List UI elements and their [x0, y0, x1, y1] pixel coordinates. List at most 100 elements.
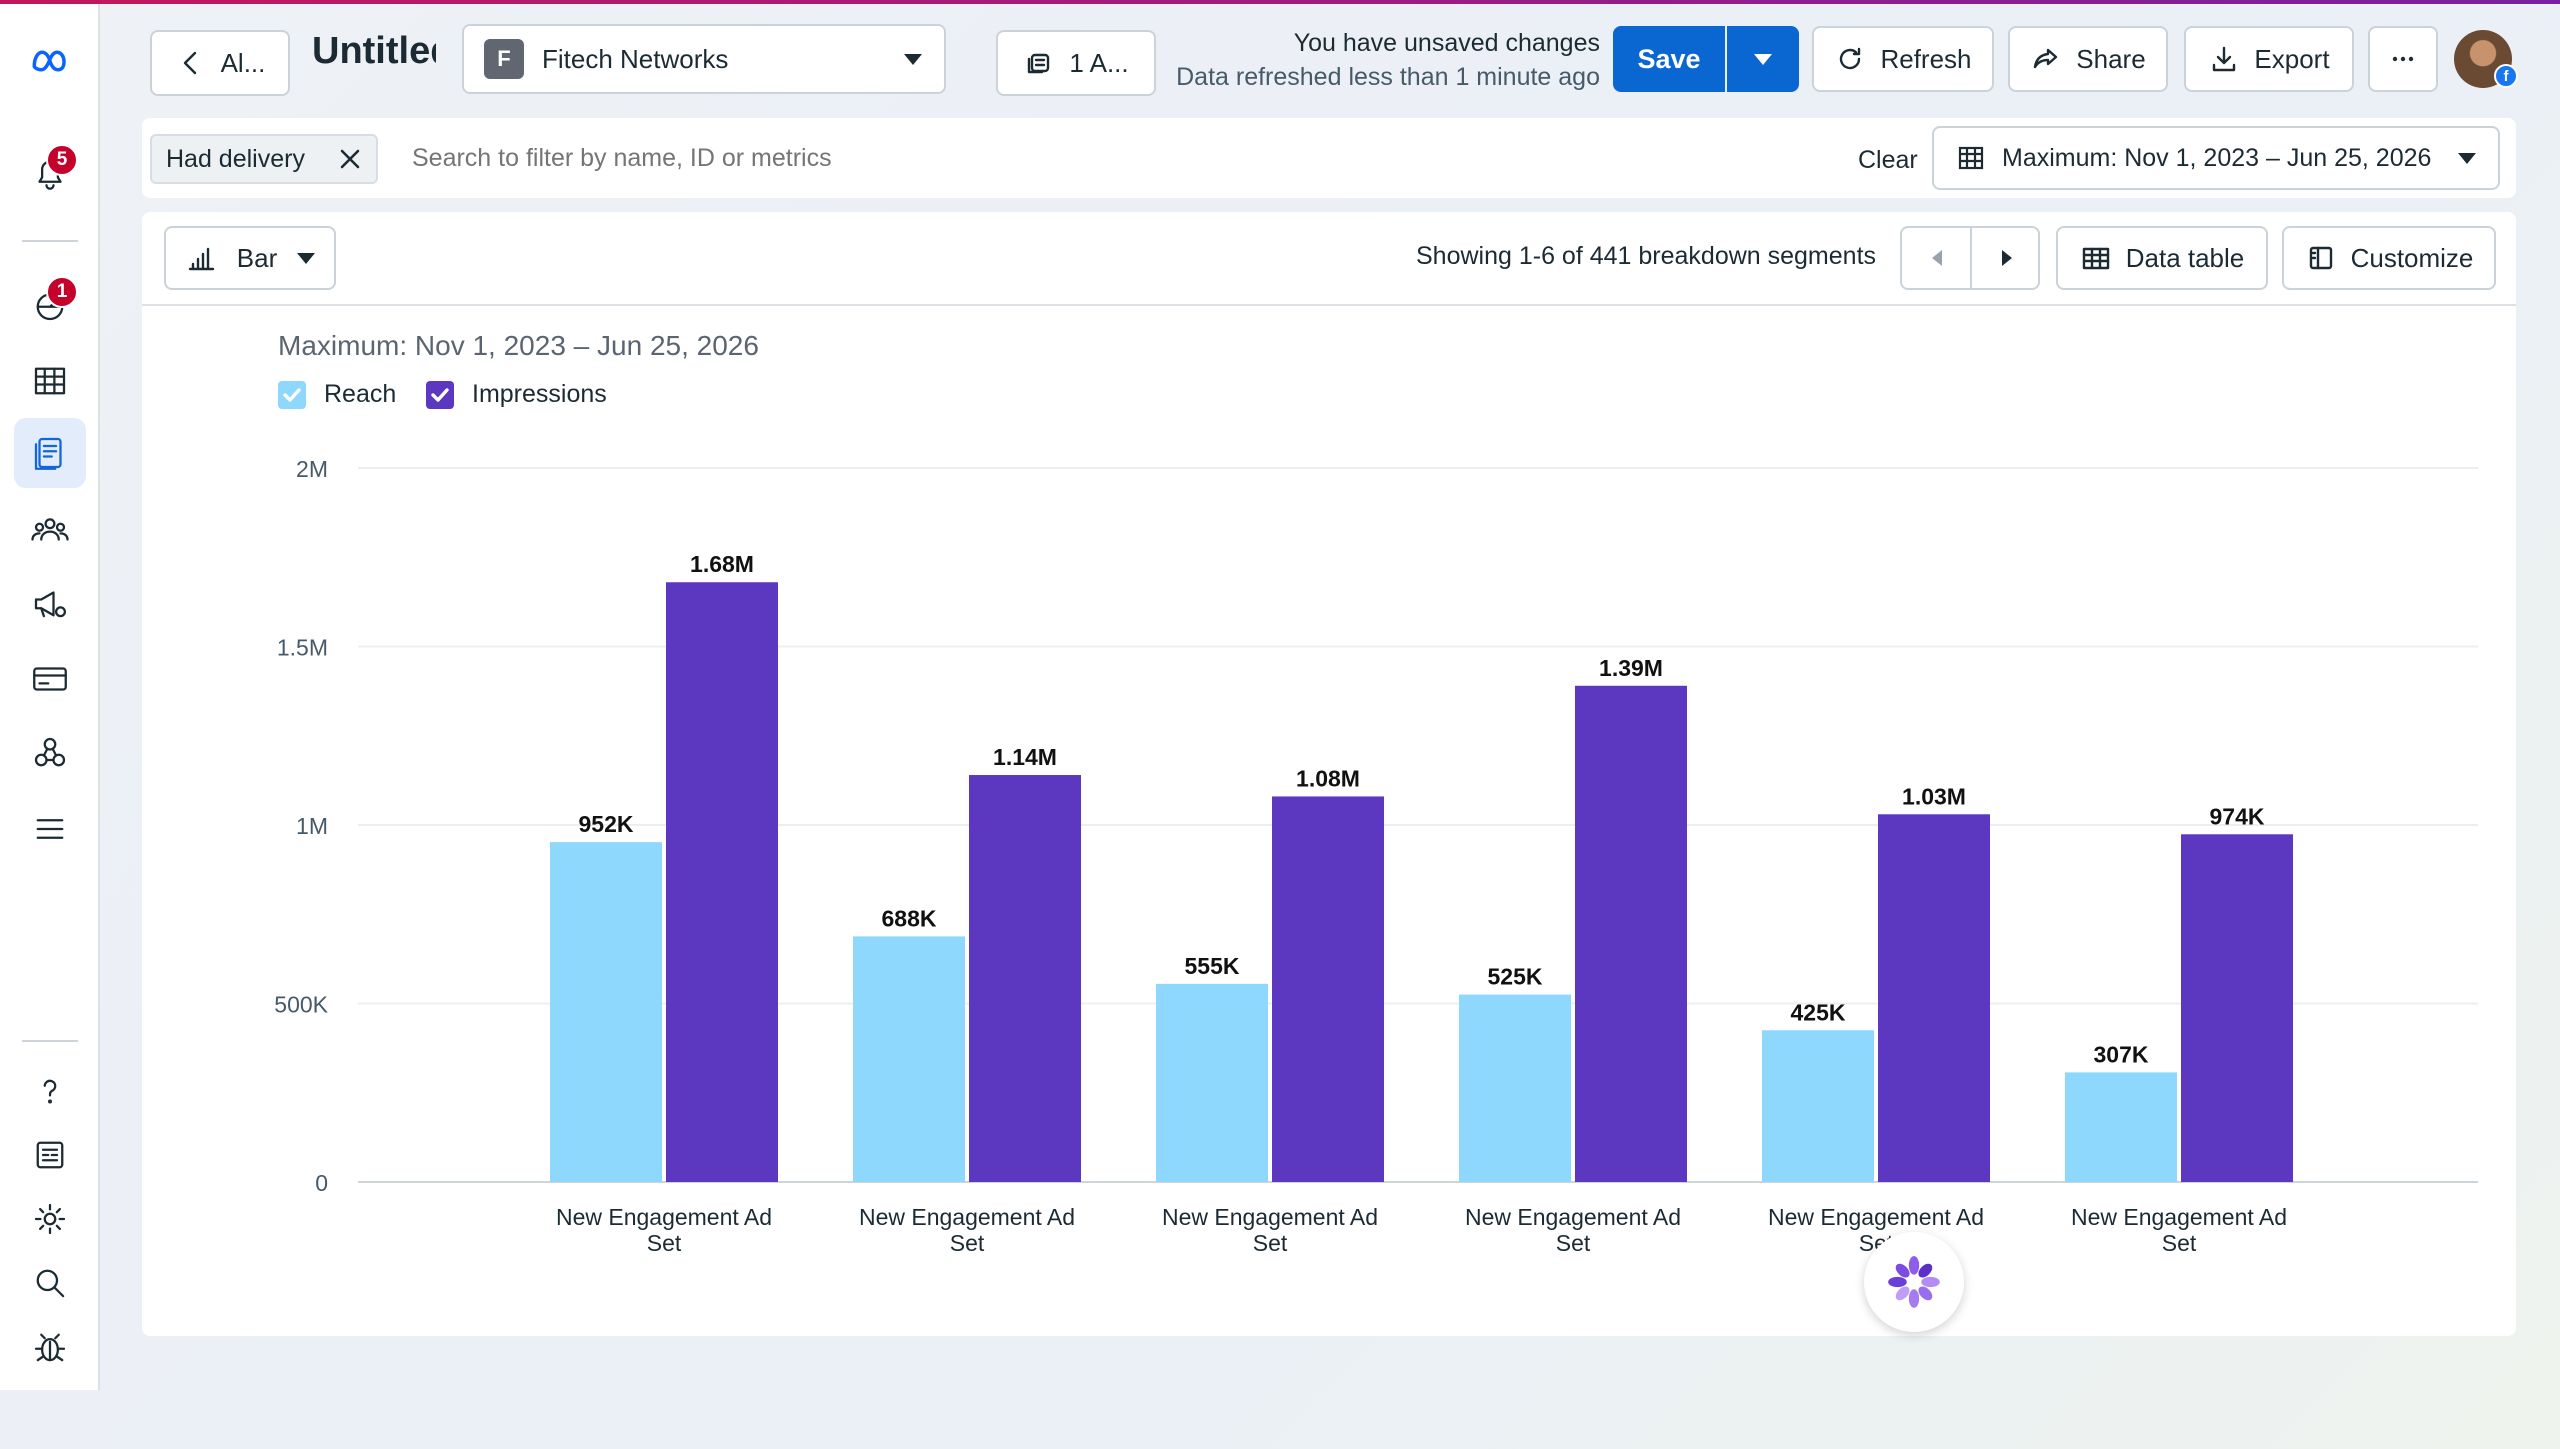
audiences-icon[interactable] — [14, 494, 86, 564]
share-icon — [2034, 48, 2058, 69]
facebook-badge-icon: f — [2494, 64, 2518, 88]
table-icon[interactable] — [14, 346, 86, 416]
x-tick-label: Set — [1253, 1230, 1288, 1256]
x-tick-label: New Engagement Ad — [2071, 1204, 2287, 1230]
checkbox-checked-icon[interactable] — [278, 380, 306, 409]
y-tick-label: 1.5M — [277, 635, 328, 661]
data-label: 1.68M — [690, 551, 754, 577]
date-range-label: Maximum: Nov 1, 2023 – Jun 25, 2026 — [2002, 143, 2432, 172]
pager-divider — [1970, 228, 1972, 288]
legend-item-reach[interactable]: Reach — [278, 380, 396, 409]
bar-impressions — [666, 582, 778, 1182]
x-tick-label: Set — [1556, 1230, 1591, 1256]
billing-icon[interactable] — [14, 644, 86, 714]
share-button[interactable]: Share — [2008, 26, 2168, 92]
notifications-badge: 5 — [46, 144, 78, 176]
customize-button[interactable]: Customize — [2282, 226, 2496, 290]
unsaved-changes-text: You have unsaved changes — [1293, 29, 1600, 57]
filter-chip-label: Had delivery — [166, 144, 305, 173]
bar-reach — [1762, 1030, 1874, 1182]
showing-segments-text: Showing 1-6 of 441 breakdown segments — [1416, 242, 1877, 270]
x-tick-label: New Engagement Ad — [556, 1204, 772, 1230]
save-button[interactable]: Save — [1613, 26, 1725, 92]
calendar-table-icon — [1958, 146, 1984, 170]
previous-page-button[interactable] — [1902, 228, 1971, 288]
chart-type-selector[interactable]: Bar — [164, 226, 336, 290]
triangle-left-icon — [1931, 250, 1942, 266]
more-horizontal-icon — [2392, 56, 2414, 62]
x-tick-label: Set — [950, 1230, 985, 1256]
y-tick-label: 2M — [296, 456, 328, 482]
data-label: 974K — [2210, 803, 2265, 829]
ad-library-icon[interactable] — [14, 1120, 86, 1190]
search-icon[interactable] — [14, 1248, 86, 1318]
download-icon — [2213, 46, 2236, 72]
customize-label: Customize — [2350, 242, 2474, 273]
customize-panel-icon — [2309, 246, 2332, 270]
account-avatar: F — [484, 39, 524, 79]
filter-chip-had-delivery[interactable]: Had delivery — [150, 134, 378, 184]
refresh-button[interactable]: Refresh — [1812, 26, 1994, 92]
chart-type-label: Bar — [236, 242, 278, 273]
chevron-down-icon — [904, 53, 922, 65]
back-button[interactable]: Al... — [150, 30, 290, 96]
campaigns-icon[interactable] — [14, 568, 86, 638]
chart-title: Maximum: Nov 1, 2023 – Jun 25, 2026 — [278, 330, 759, 361]
more-options-button[interactable] — [2368, 26, 2438, 92]
ai-assistant-button[interactable] — [1864, 1232, 1964, 1332]
table-icon — [2082, 247, 2109, 270]
x-tick-label: New Engagement Ad — [859, 1204, 1075, 1230]
y-tick-label: 1M — [296, 813, 328, 839]
data-label: 1.08M — [1296, 765, 1360, 791]
y-tick-label: 0 — [315, 1170, 328, 1196]
settings-gear-icon[interactable] — [14, 1184, 86, 1254]
account-selector[interactable]: F Fitech Networks — [462, 24, 946, 94]
sidebar-divider — [22, 240, 78, 242]
refresh-icon — [1840, 47, 1861, 70]
data-table-button[interactable]: Data table — [2056, 226, 2268, 290]
x-tick-label: Set — [2162, 1230, 2197, 1256]
next-page-button[interactable] — [1972, 228, 2041, 288]
help-icon[interactable] — [14, 1056, 86, 1126]
filter-search-input[interactable] — [412, 144, 1612, 173]
bar-reach — [853, 936, 965, 1182]
top-accent-line — [0, 0, 2560, 4]
meta-logo[interactable] — [14, 26, 86, 96]
report-title[interactable]: Untitled — [312, 30, 436, 72]
data-label: 525K — [1488, 964, 1543, 990]
bar-reach — [550, 842, 662, 1182]
data-label: 425K — [1791, 999, 1846, 1025]
pagination-controls — [1900, 226, 2040, 290]
bar-impressions — [2181, 834, 2293, 1182]
date-range-picker[interactable]: Maximum: Nov 1, 2023 – Jun 25, 2026 — [1932, 126, 2500, 190]
all-tools-menu-icon[interactable] — [14, 794, 86, 864]
business-settings-icon[interactable] — [14, 718, 86, 788]
data-label: 1.39M — [1599, 655, 1663, 681]
x-tick-label: Set — [647, 1230, 682, 1256]
legend-item-impressions[interactable]: Impressions — [426, 380, 607, 409]
ad-accounts-icon — [1028, 53, 1050, 74]
save-options-dropdown[interactable] — [1727, 26, 1799, 92]
checkbox-checked-icon[interactable] — [426, 380, 454, 409]
chevron-down-icon — [2458, 152, 2476, 164]
bar-reach — [2065, 1072, 2177, 1182]
legend-label-impressions: Impressions — [472, 380, 607, 408]
data-refreshed-text: Data refreshed less than 1 minute ago — [1176, 63, 1600, 91]
report-bug-icon[interactable] — [14, 1312, 86, 1382]
close-icon[interactable] — [336, 145, 364, 173]
notifications-icon[interactable]: 5 — [14, 138, 86, 208]
chart-panel: Bar Showing 1-6 of 441 breakdown segment… — [142, 212, 2516, 1336]
reports-icon[interactable] — [14, 418, 86, 488]
ads-reporting-icon[interactable]: 1 — [14, 270, 86, 340]
clear-filters-link[interactable]: Clear — [1858, 146, 1918, 174]
data-label: 307K — [2094, 1041, 2149, 1067]
chevron-down-icon — [297, 252, 316, 264]
triangle-right-icon — [2001, 250, 2012, 266]
ad-accounts-button[interactable]: 1 A... — [996, 30, 1156, 96]
filter-bar: Had delivery Clear Maximum: Nov 1, 2023 … — [142, 118, 2516, 198]
export-button[interactable]: Export — [2184, 26, 2354, 92]
data-label: 688K — [882, 905, 937, 931]
save-status: You have unsaved changes Data refreshed … — [1140, 26, 1600, 94]
data-label: 1.14M — [993, 744, 1057, 770]
